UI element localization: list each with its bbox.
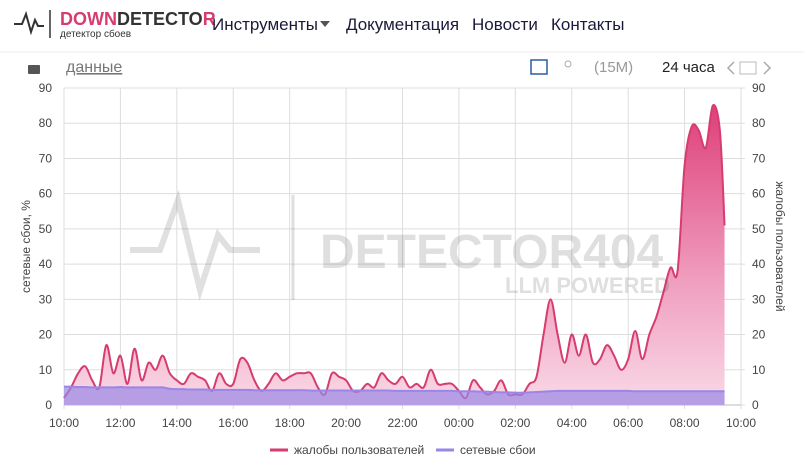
brand-part: R: [203, 9, 216, 29]
brand[interactable]: DOWNDETECTOR: [60, 9, 216, 29]
y-tick-label: 10: [39, 363, 53, 377]
calendar-icon[interactable]: [739, 61, 757, 75]
x-tick-label: 10:00: [49, 416, 79, 430]
y-tick-label: 70: [39, 151, 53, 165]
header: [0, 0, 804, 52]
watermark-text: DETECTOR404: [320, 226, 664, 279]
y2-tick-label: 70: [752, 151, 766, 165]
y2-tick-label: 50: [752, 222, 766, 236]
tagline: детектор сбоев: [60, 28, 131, 40]
x-tick-label: 06:00: [613, 416, 643, 430]
range-button[interactable]: 24 часа: [662, 59, 716, 76]
x-tick-label: 04:00: [557, 416, 587, 430]
nav-item[interactable]: Контакты: [551, 15, 624, 34]
y-tick-label: 80: [39, 116, 53, 130]
watermark-text: LLM POWERED: [505, 273, 670, 298]
logo-icon: [14, 10, 44, 36]
watermark: DETECTOR404 LLM POWERED: [130, 189, 670, 301]
x-tick-label: 16:00: [218, 416, 248, 430]
nav-item[interactable]: Документация: [346, 15, 459, 34]
y-axis-label: сетевые сбои, %: [19, 200, 33, 293]
x-tick-label: 18:00: [275, 416, 305, 430]
data-link[interactable]: данные: [66, 59, 122, 76]
y-tick-label: 60: [39, 187, 53, 201]
y2-tick-label: 40: [752, 257, 766, 271]
brand-part: DETECTO: [117, 9, 203, 29]
dropdown-caret: [320, 21, 330, 27]
x-tick-label: 10:00: [726, 416, 756, 430]
y-tick-label: 30: [39, 292, 53, 306]
series-line: [63, 104, 726, 400]
y-tick-label: 40: [39, 257, 53, 271]
y2-axis-label: жалобы пользователей: [773, 181, 787, 311]
y-tick-label: 50: [39, 222, 53, 236]
x-tick-label: 12:00: [105, 416, 135, 430]
x-tick-label: 02:00: [500, 416, 530, 430]
nav-arrows[interactable]: [726, 61, 772, 75]
y-tick-label: 20: [39, 328, 53, 342]
y2-tick-label: 90: [752, 81, 766, 95]
interval-button[interactable]: (15М): [594, 59, 633, 76]
nav-item[interactable]: Новости: [472, 15, 538, 34]
watermark-icon: [130, 189, 260, 301]
y2-tick-label: 30: [752, 292, 766, 306]
series-line: [63, 385, 725, 394]
y2-tick-label: 80: [752, 116, 766, 130]
nav-item[interactable]: Инструменты: [212, 15, 318, 34]
x-tick-label: 22:00: [387, 416, 417, 430]
x-tick-label: 00:00: [444, 416, 474, 430]
y2-tick-label: 20: [752, 328, 766, 342]
y2-tick-label: 60: [752, 187, 766, 201]
legend-label: жалобы пользователей: [294, 443, 424, 457]
user-icon[interactable]: [564, 60, 572, 68]
plot: 0 10 20 30 40 50 60 70 80 90 0 10 20 30 40 50 60 70 80 90 10…: [19, 81, 787, 457]
y-tick-label: 0: [45, 398, 52, 412]
chart-icon[interactable]: [530, 59, 548, 75]
y2-tick-label: 0: [752, 398, 759, 412]
camera-icon[interactable]: [28, 65, 40, 74]
legend-label: сетевые сбои: [460, 443, 536, 457]
y-tick-label: 90: [39, 81, 53, 95]
x-tick-label: 20:00: [331, 416, 361, 430]
x-tick-label: 14:00: [162, 416, 192, 430]
brand-part: DOWN: [60, 9, 117, 29]
x-tick-label: 08:00: [670, 416, 700, 430]
y2-tick-label: 10: [752, 363, 766, 377]
